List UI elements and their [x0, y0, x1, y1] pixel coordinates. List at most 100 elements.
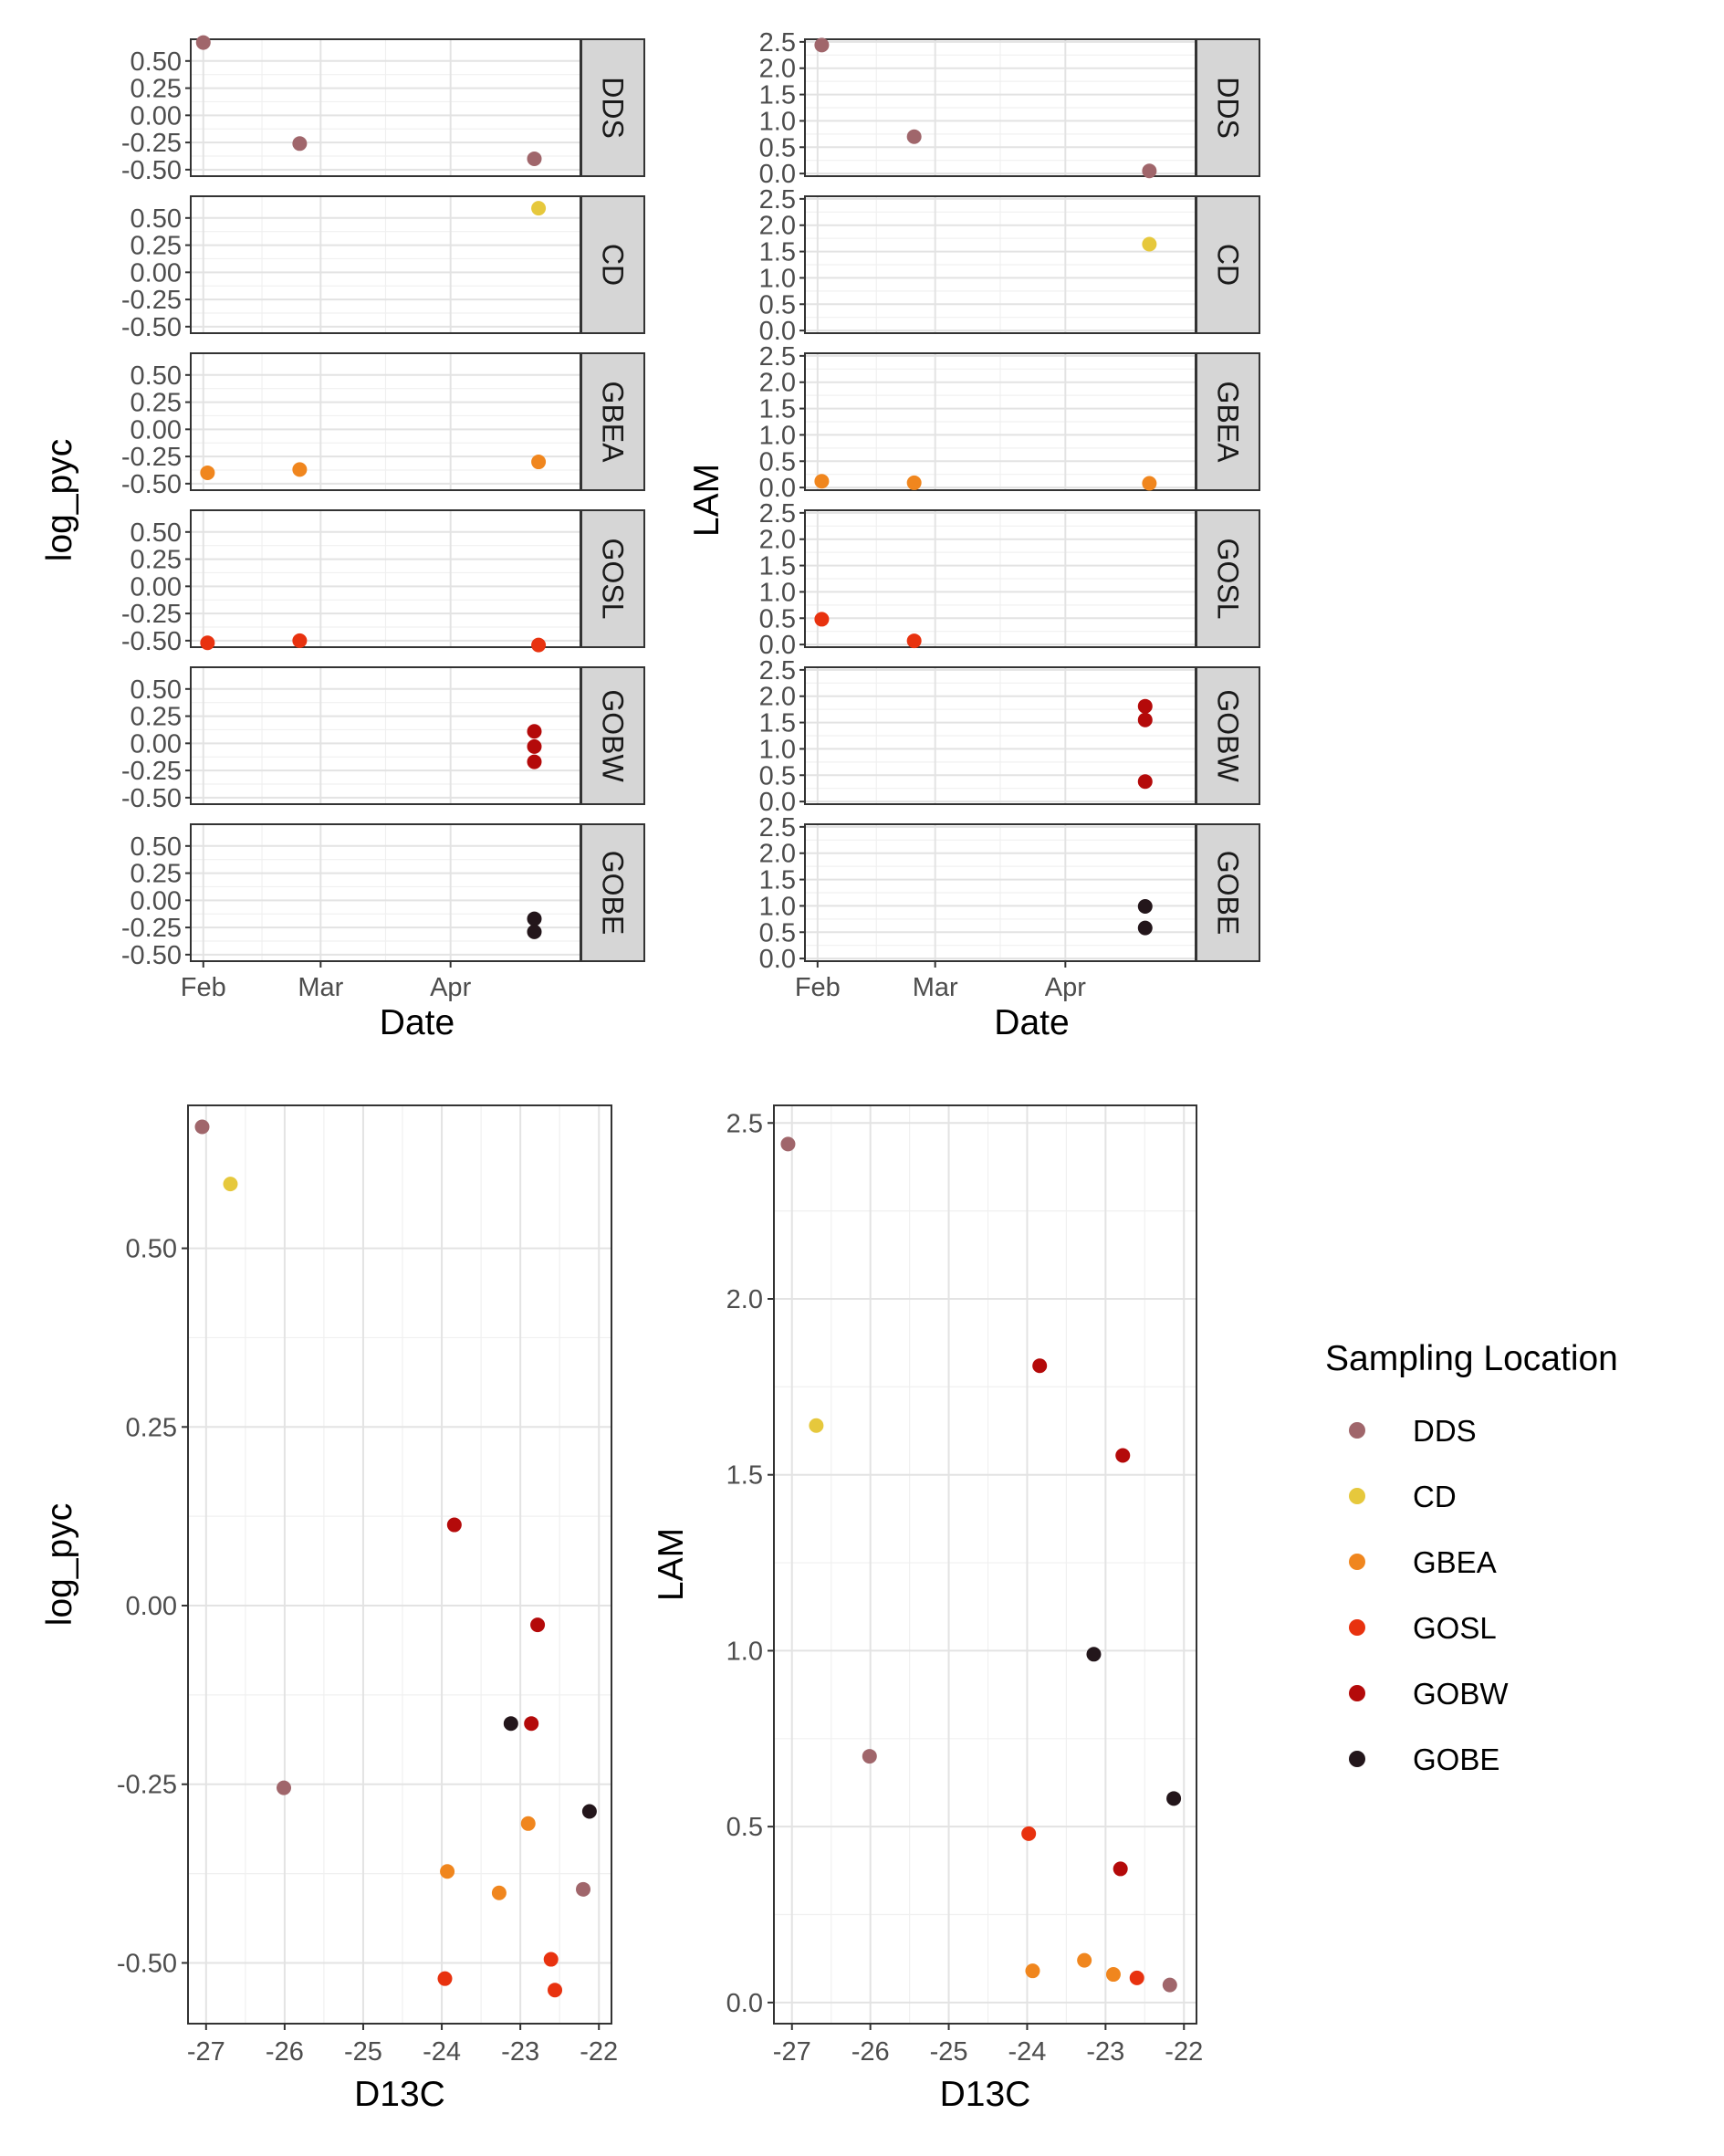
facet-strip-label: DDS — [1212, 77, 1245, 139]
data-point-dds — [576, 1881, 591, 1897]
y-tick-label: 0.5 — [759, 761, 796, 790]
data-point-gobw — [1137, 698, 1153, 714]
y-tick-label: -0.25 — [121, 914, 182, 943]
x-tick-label: -25 — [930, 2037, 968, 2067]
y-tick-label: 0.25 — [131, 232, 182, 261]
data-point-cd — [531, 201, 547, 216]
y-tick-label: -0.25 — [121, 757, 182, 786]
data-point-gobw — [530, 1617, 546, 1633]
facet-strip — [580, 352, 645, 491]
y-tick-label: -0.25 — [121, 443, 182, 472]
data-point-gosl — [548, 1983, 563, 1998]
facet-panel-gobw: 0.500.250.00-0.25-0.50 GOBW — [121, 666, 645, 813]
y-tick-label: 0.0 — [759, 160, 796, 189]
data-point-gbea — [1025, 1963, 1040, 1979]
data-point-gosl — [906, 633, 922, 649]
x-tick-label: -27 — [773, 2037, 811, 2067]
data-point-gobe — [1137, 920, 1153, 936]
y-tick-label: 2.0 — [759, 840, 796, 869]
data-point-dds — [195, 35, 211, 50]
x-tick-label: Mar — [913, 973, 958, 1002]
data-point-gbea — [1105, 1967, 1121, 1983]
x-axis-title: D13C — [940, 2075, 1031, 2114]
data-point-gbea — [531, 455, 547, 470]
y-tick-label: 1.5 — [759, 238, 796, 267]
legend: Sampling Location DDS CD GBEA GOSL GOBW GOBE — [1325, 1339, 1618, 1776]
data-point-dds — [780, 1136, 796, 1152]
y-tick-label: 2.5 — [726, 1109, 763, 1138]
y-tick-label: 0.5 — [759, 290, 796, 319]
y-tick-label: 0.00 — [131, 572, 182, 602]
legend-key-cd — [1349, 1488, 1365, 1504]
y-tick-label: 2.5 — [759, 342, 796, 372]
x-tick-label: Feb — [181, 973, 226, 1002]
data-point-gobw — [446, 1517, 462, 1533]
facet-strip-label: GBEA — [1212, 382, 1245, 464]
data-point-gbea — [200, 465, 215, 480]
y-tick-label: 2.0 — [759, 369, 796, 398]
y-tick-label: 1.5 — [759, 709, 796, 738]
panel-border — [773, 1104, 1197, 2025]
legend-label: CD — [1413, 1480, 1457, 1513]
y-tick-label: 1.5 — [759, 395, 796, 424]
y-tick-label: 0.5 — [759, 918, 796, 947]
y-tick-label: 2.0 — [759, 683, 796, 712]
data-point-gobw — [1137, 712, 1153, 727]
y-tick-label: 0.00 — [131, 415, 182, 445]
data-point-gobw — [1137, 774, 1153, 790]
data-point-dds — [292, 136, 308, 152]
legend-key-gobw — [1349, 1685, 1365, 1701]
y-tick-label: 1.0 — [726, 1637, 763, 1666]
facet-strip — [1196, 352, 1260, 491]
data-point-dds — [862, 1749, 877, 1764]
legend-item-gobw: GOBW — [1349, 1677, 1509, 1711]
y-tick-label: 0.00 — [131, 101, 182, 131]
y-axis-title: LAM — [687, 464, 726, 537]
data-point-dds — [277, 1780, 292, 1795]
legend-item-gbea: GBEA — [1349, 1545, 1497, 1579]
y-tick-label: 2.5 — [759, 499, 796, 529]
y-tick-label: 2.5 — [759, 28, 796, 58]
data-point-gbea — [520, 1816, 536, 1831]
y-tick-label: 0.50 — [126, 1235, 177, 1264]
y-tick-label: 0.00 — [131, 729, 182, 759]
x-tick-label: Apr — [430, 973, 471, 1002]
y-tick-label: 0.00 — [131, 258, 182, 288]
data-point-gosl — [200, 635, 215, 651]
y-tick-label: 0.0 — [759, 631, 796, 660]
y-tick-label: 0.0 — [726, 1989, 763, 2018]
legend-label: GOBW — [1413, 1677, 1509, 1711]
facet-panel-gosl: 2.52.01.51.00.50.0 GOSL — [759, 499, 1260, 660]
panel-border — [187, 1104, 612, 2025]
data-point-gobw — [1032, 1358, 1048, 1374]
facet-strip — [1196, 509, 1260, 648]
facet-strip — [580, 195, 645, 334]
x-tick-label: -22 — [1165, 2037, 1203, 2067]
data-point-gbea — [491, 1885, 507, 1900]
legend-item-dds: DDS — [1349, 1414, 1477, 1448]
data-point-gbea — [1142, 476, 1157, 491]
data-point-cd — [223, 1177, 238, 1192]
legend-key-dds — [1349, 1422, 1365, 1439]
data-point-gbea — [440, 1864, 455, 1879]
facet-panel-dds: 0.500.250.00-0.25-0.50 DDS — [121, 35, 645, 185]
y-tick-label: 1.0 — [759, 735, 796, 764]
y-tick-label: 1.0 — [759, 578, 796, 607]
y-tick-label: -0.50 — [121, 470, 182, 499]
facet-strip-label: CD — [597, 244, 630, 286]
x-tick-label: -22 — [580, 2037, 618, 2067]
legend-item-gobe: GOBE — [1349, 1743, 1499, 1776]
lam-vs-date-plot: 2.52.01.51.00.50.0DDS2.52.01.51.00.50.0C… — [687, 28, 1260, 1042]
y-axis-title: LAM — [652, 1528, 691, 1601]
facet-strip-label: GOBW — [1212, 689, 1245, 782]
facet-strip — [1196, 666, 1260, 805]
legend-label: GBEA — [1413, 1545, 1497, 1579]
data-point-gobw — [527, 754, 542, 769]
data-point-gosl — [814, 612, 830, 627]
y-tick-label: 2.0 — [759, 526, 796, 555]
y-axis-title: log_pyc — [40, 439, 79, 561]
y-tick-label: 0.5 — [726, 1813, 763, 1842]
y-tick-label: 0.25 — [131, 546, 182, 575]
facet-panel-gbea: 0.500.250.00-0.25-0.50 GBEA — [121, 352, 645, 499]
data-point-gosl — [1129, 1970, 1144, 1985]
